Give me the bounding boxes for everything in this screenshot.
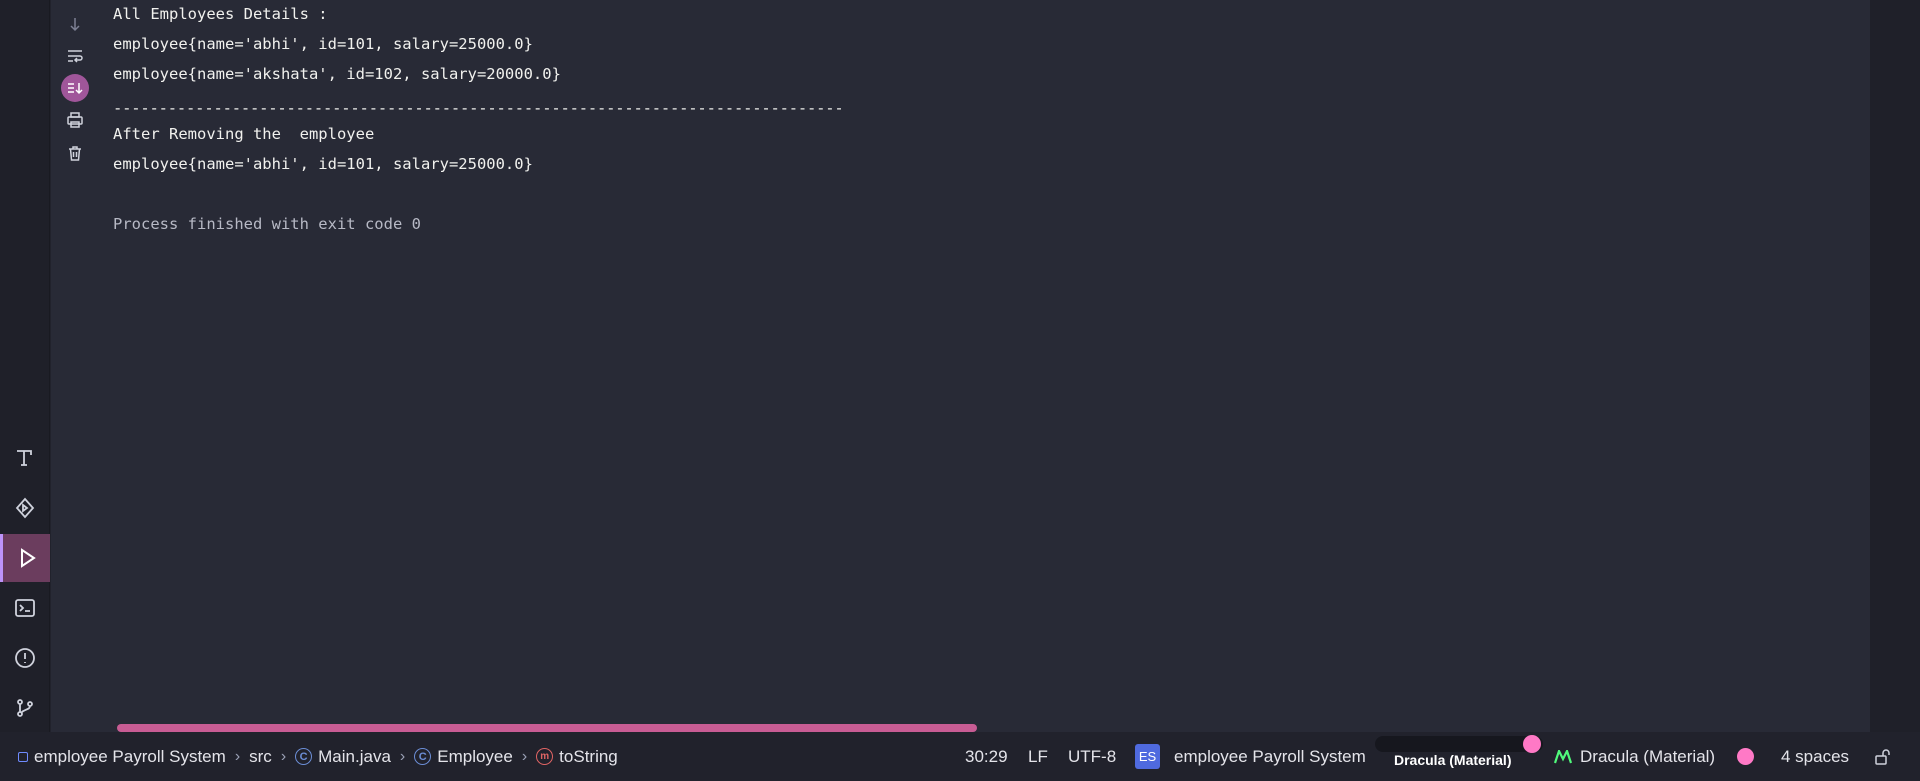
console-separator: ----------------------------------------… <box>113 99 844 117</box>
scroll-to-end-icon[interactable] <box>61 74 89 102</box>
project-badge: ES <box>1135 744 1160 769</box>
theme-name: Dracula (Material) <box>1580 746 1716 766</box>
status-bar: employee Payroll System › src › C Main.j… <box>0 732 1920 781</box>
soft-wrap-icon[interactable] <box>61 42 89 70</box>
breadcrumb: employee Payroll System › src › C Main.j… <box>18 732 618 781</box>
unlock-icon[interactable] <box>1874 732 1892 781</box>
git-icon[interactable] <box>0 684 50 732</box>
trash-icon[interactable] <box>61 139 89 167</box>
caret-position[interactable]: 30:29 <box>965 746 1008 766</box>
line-ending[interactable]: LF <box>1028 746 1048 766</box>
breadcrumb-project[interactable]: employee Payroll System <box>34 746 226 766</box>
indent-setting[interactable]: 4 spaces <box>1781 746 1850 766</box>
breadcrumb-method[interactable]: toString <box>559 746 618 766</box>
console-line: After Removing the employee <box>113 125 375 143</box>
chevron-right-icon: › <box>280 747 287 765</box>
theme-widget[interactable]: Dracula (Material) <box>1554 732 1715 781</box>
console-line: employee{name='akshata', id=102, salary=… <box>113 65 561 83</box>
file-encoding[interactable]: UTF-8 <box>1068 746 1117 766</box>
build-icon[interactable] <box>0 434 50 482</box>
console-toolbar <box>51 0 97 732</box>
services-icon[interactable] <box>0 484 50 532</box>
console-line: employee{name='abhi', id=101, salary=250… <box>113 35 533 53</box>
project-name: employee Payroll System <box>1174 746 1366 766</box>
left-tool-strip <box>0 0 50 732</box>
chevron-right-icon: › <box>399 747 406 765</box>
pink-dot-icon <box>1737 748 1754 765</box>
pink-dot-indicator[interactable] <box>1737 732 1754 781</box>
problems-icon[interactable] <box>0 634 50 682</box>
breadcrumb-class[interactable]: Employee <box>437 746 513 766</box>
class-icon: C <box>295 748 313 765</box>
process-exit-line: Process finished with exit code 0 <box>113 215 421 233</box>
breadcrumb-file[interactable]: Main.java <box>318 746 391 766</box>
class-icon: C <box>414 748 432 765</box>
project-widget[interactable]: ES employee Payroll System <box>1135 732 1366 781</box>
console-line: All Employees Details : <box>113 5 328 23</box>
arrow-down-icon[interactable] <box>61 10 89 38</box>
console-output[interactable]: All Employees Details : employee{name='a… <box>97 0 1870 732</box>
chevron-right-icon: › <box>521 747 528 765</box>
right-pane <box>1870 0 1920 732</box>
chevron-right-icon: › <box>234 747 241 765</box>
method-icon: m <box>536 748 554 765</box>
horizontal-scrollbar[interactable] <box>117 724 977 732</box>
run-icon[interactable] <box>0 534 50 582</box>
theme-progress-chip[interactable]: Dracula (Material) <box>1375 732 1543 781</box>
project-icon <box>18 751 28 762</box>
breadcrumb-src[interactable]: src <box>249 746 272 766</box>
console-line: employee{name='abhi', id=101, salary=250… <box>113 155 533 173</box>
material-theme-icon <box>1554 749 1572 763</box>
theme-chip-knob <box>1523 735 1541 753</box>
terminal-icon[interactable] <box>0 584 50 632</box>
theme-chip-track <box>1375 736 1543 752</box>
theme-chip-label: Dracula (Material) <box>1394 752 1512 768</box>
print-icon[interactable] <box>61 106 89 134</box>
